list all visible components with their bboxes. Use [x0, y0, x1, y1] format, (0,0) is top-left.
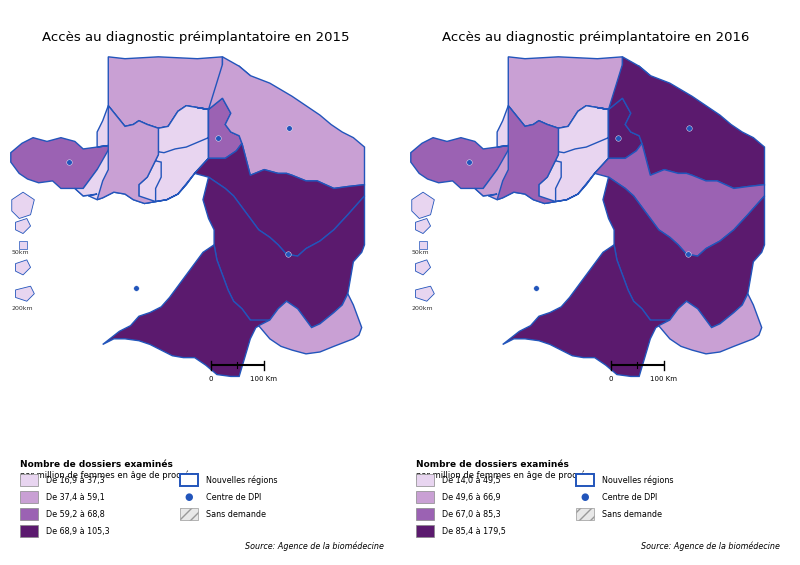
Text: Sans demande: Sans demande	[206, 510, 266, 519]
Polygon shape	[108, 57, 250, 128]
Polygon shape	[19, 241, 27, 249]
Polygon shape	[609, 57, 765, 188]
Polygon shape	[198, 98, 242, 158]
Text: ●: ●	[581, 492, 589, 502]
Polygon shape	[502, 245, 670, 376]
Text: 50km: 50km	[12, 250, 30, 255]
Title: Accès au diagnostic préimplantatoire en 2015: Accès au diagnostic préimplantatoire en …	[42, 31, 350, 44]
Text: 0: 0	[209, 376, 214, 383]
Polygon shape	[539, 106, 609, 203]
Title: Accès au diagnostic préimplantatoire en 2016: Accès au diagnostic préimplantatoire en …	[442, 31, 750, 44]
Polygon shape	[139, 106, 209, 203]
Polygon shape	[790, 354, 800, 418]
Text: 100 Km: 100 Km	[250, 376, 277, 383]
Text: 0: 0	[609, 376, 614, 383]
Text: De 14,0 à 49,5: De 14,0 à 49,5	[442, 476, 500, 485]
Text: Nouvelles régions: Nouvelles régions	[602, 476, 673, 485]
Polygon shape	[75, 138, 209, 203]
Text: De 68,9 à 105,3: De 68,9 à 105,3	[46, 527, 110, 536]
Polygon shape	[508, 57, 650, 128]
Text: De 37,4 à 59,1: De 37,4 à 59,1	[46, 493, 104, 502]
Text: ●: ●	[185, 492, 193, 502]
Text: Nombre de dossiers examinés: Nombre de dossiers examinés	[20, 460, 173, 470]
Text: De 16,9 à 37,3: De 16,9 à 37,3	[46, 476, 104, 485]
Text: 100 Km: 100 Km	[650, 376, 677, 383]
Polygon shape	[497, 106, 609, 153]
Polygon shape	[97, 106, 158, 203]
Polygon shape	[258, 294, 362, 354]
Polygon shape	[15, 219, 30, 233]
Polygon shape	[415, 219, 430, 233]
Polygon shape	[194, 144, 365, 256]
Polygon shape	[475, 138, 609, 203]
Text: 200km: 200km	[412, 306, 434, 311]
Polygon shape	[97, 106, 209, 153]
Text: De 67,0 à 85,3: De 67,0 à 85,3	[442, 510, 500, 519]
Polygon shape	[598, 98, 642, 158]
Polygon shape	[415, 286, 434, 301]
Text: 50km: 50km	[412, 250, 430, 255]
Polygon shape	[419, 241, 427, 249]
Text: Nouvelles régions: Nouvelles régions	[206, 476, 277, 485]
Text: Sans demande: Sans demande	[602, 510, 662, 519]
Polygon shape	[594, 144, 765, 256]
Text: Centre de DPI: Centre de DPI	[206, 493, 261, 502]
Text: Source: Agence de la biomédecine: Source: Agence de la biomédecine	[245, 541, 384, 551]
Polygon shape	[15, 260, 30, 275]
Polygon shape	[10, 138, 125, 196]
Text: Nombre de dossiers examinés: Nombre de dossiers examinés	[416, 460, 569, 470]
Text: De 85,4 à 179,5: De 85,4 à 179,5	[442, 527, 506, 536]
Text: De 49,6 à 66,9: De 49,6 à 66,9	[442, 493, 500, 502]
Polygon shape	[658, 294, 762, 354]
Text: De 59,2 à 68,8: De 59,2 à 68,8	[46, 510, 104, 519]
Polygon shape	[603, 177, 765, 328]
Text: Centre de DPI: Centre de DPI	[602, 493, 657, 502]
Text: 200km: 200km	[12, 306, 34, 311]
Polygon shape	[415, 260, 430, 275]
Polygon shape	[497, 106, 558, 203]
Polygon shape	[410, 138, 525, 196]
Text: par million de femmes en âge de procréer: par million de femmes en âge de procréer	[20, 470, 198, 480]
Polygon shape	[390, 354, 419, 418]
Polygon shape	[209, 57, 365, 188]
Polygon shape	[203, 177, 365, 328]
Polygon shape	[102, 245, 270, 376]
Text: Source: Agence de la biomédecine: Source: Agence de la biomédecine	[641, 541, 780, 551]
Polygon shape	[15, 286, 34, 301]
Polygon shape	[412, 192, 434, 219]
Text: par million de femmes en âge de procréer: par million de femmes en âge de procréer	[416, 470, 594, 480]
Polygon shape	[12, 192, 34, 219]
